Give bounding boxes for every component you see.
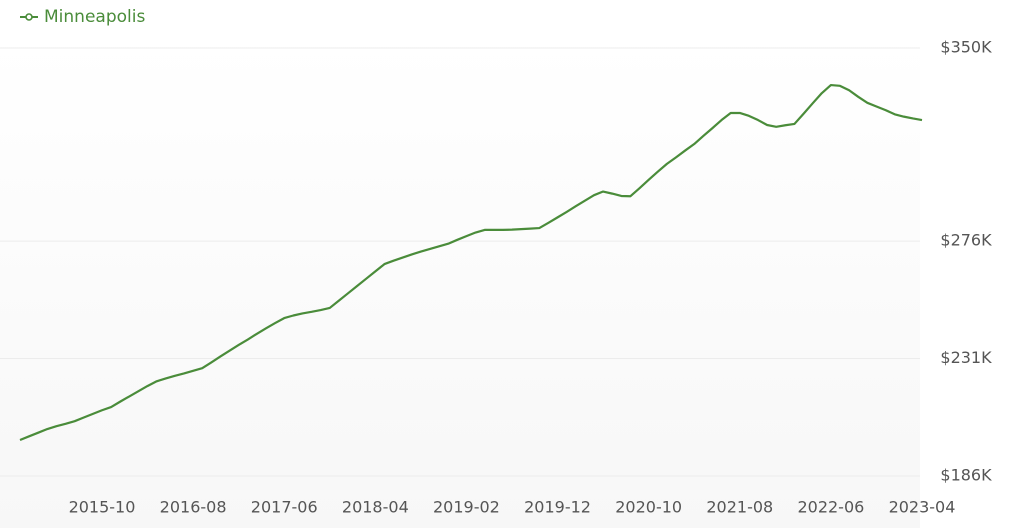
legend-label: Minneapolis xyxy=(44,7,145,27)
x-tick-label: 2020-10 xyxy=(615,498,682,517)
y-tick-label: $186K xyxy=(940,466,992,485)
x-tick-label: 2017-06 xyxy=(251,498,318,517)
x-tick-label: 2023-04 xyxy=(889,498,956,517)
y-tick-label: $350K xyxy=(940,38,992,57)
x-tick-label: 2015-10 xyxy=(69,498,136,517)
series-line xyxy=(19,83,923,442)
y-tick-label: $231K xyxy=(940,348,992,367)
x-tick-label: 2022-06 xyxy=(797,498,864,517)
y-tick-label: $276K xyxy=(940,231,992,250)
plot-background xyxy=(0,40,920,528)
x-tick-label: 2016-08 xyxy=(160,498,227,517)
x-tick-label: 2019-12 xyxy=(524,498,591,517)
x-tick-label: 2021-08 xyxy=(706,498,773,517)
x-tick-label: 2018-04 xyxy=(342,498,409,517)
legend[interactable]: Minneapolis xyxy=(20,7,145,27)
legend-marker xyxy=(25,13,33,21)
x-tick-label: 2019-02 xyxy=(433,498,500,517)
